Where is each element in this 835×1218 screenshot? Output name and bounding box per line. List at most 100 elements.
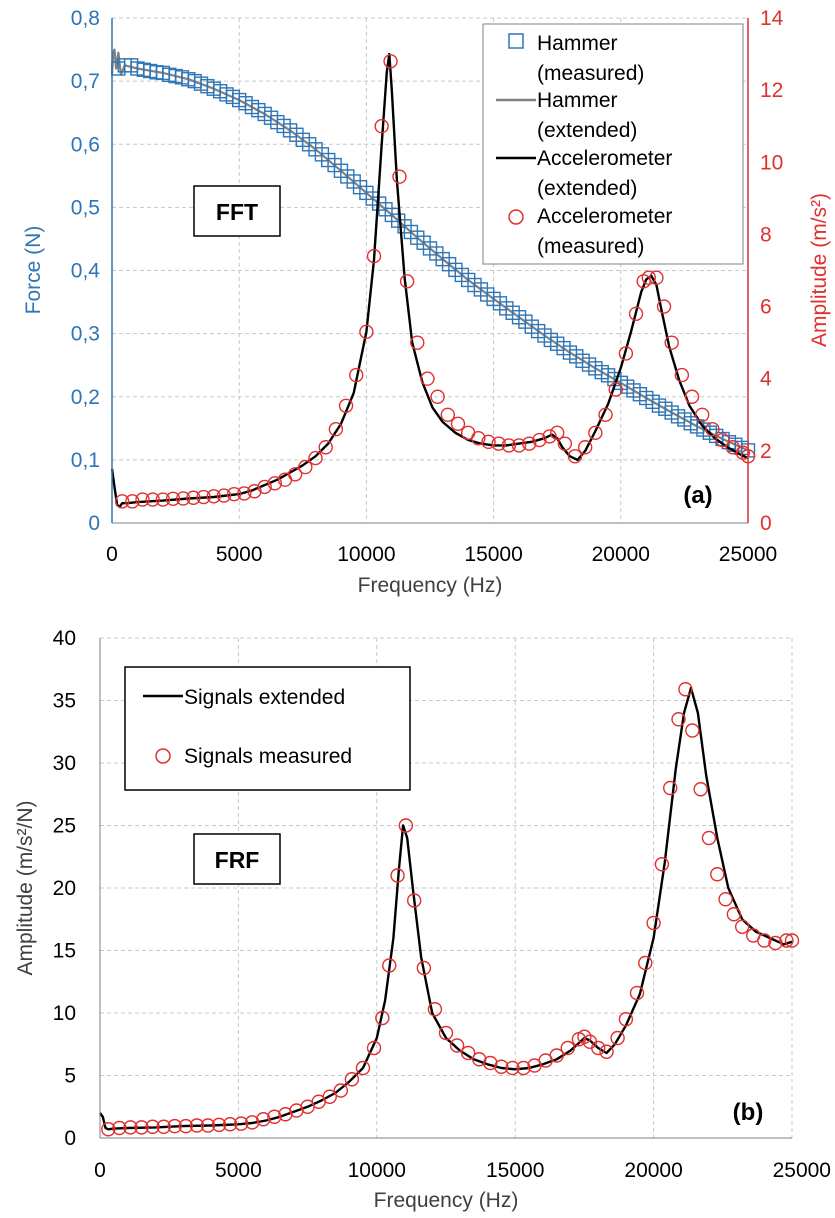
- y-tick-label: 30: [53, 752, 76, 775]
- point-accelerometer-measured: [125, 494, 140, 509]
- legend-accelerometer-measured-line2: (measured): [537, 235, 644, 258]
- point-accelerometer-measured: [491, 436, 506, 451]
- point-signals-measured: [779, 933, 794, 948]
- point-signals-measured: [646, 915, 661, 931]
- point-signals-measured: [366, 1040, 382, 1056]
- point-accelerometer-measured: [715, 432, 730, 448]
- y-tick-label: 5: [64, 1065, 76, 1088]
- x-axis-title: Frequency (Hz): [374, 1189, 519, 1212]
- tick-labels: 0 5000 10000 15000 20000 25000 0 0,1 0,2 0,3 0,4 0,…: [71, 7, 784, 566]
- point-signals-measured: [438, 1025, 454, 1041]
- point-signals-measured: [693, 782, 708, 797]
- point-signals-measured: [200, 1118, 216, 1133]
- point-accelerometer-measured: [598, 407, 613, 422]
- x-tick-label: 0: [94, 1159, 106, 1182]
- point-accelerometer-measured: [501, 438, 517, 453]
- point-signals-measured: [156, 1119, 171, 1134]
- point-signals-measured: [726, 907, 742, 922]
- point-signals-measured: [398, 818, 414, 833]
- point-accelerometer-measured: [383, 54, 398, 69]
- point-signals-measured: [629, 985, 645, 1001]
- point-signals-measured: [134, 1120, 149, 1135]
- frf-annotation-box: [193, 833, 281, 885]
- x-tick-label: 25000: [773, 1159, 831, 1182]
- x-axis-title: Frequency (Hz): [358, 574, 503, 597]
- point-signals-measured: [267, 1109, 282, 1124]
- point-signals-measured: [516, 1060, 531, 1076]
- y-left-tick-label: 0,2: [71, 386, 100, 409]
- point-signals-measured: [610, 1030, 625, 1046]
- y-left-tick-label: 0: [88, 512, 100, 535]
- point-accelerometer-measured: [359, 324, 374, 340]
- point-signals-measured: [460, 1045, 476, 1061]
- legend: Hammer (measured) Hammer (extended) Acce…: [482, 23, 744, 265]
- point-accelerometer-measured: [522, 436, 537, 451]
- y-left-tick-label: 0,5: [71, 196, 100, 219]
- point-accelerometer-measured: [399, 274, 415, 289]
- y-tick-label: 0: [64, 1127, 76, 1150]
- x-tick-label: 10000: [348, 1159, 406, 1182]
- point-signals-measured: [123, 1120, 138, 1135]
- y-right-tick-label: 0: [760, 512, 772, 535]
- y-axis-title: Amplitude (m/s²/N): [14, 800, 37, 975]
- point-signals-measured: [375, 1010, 390, 1026]
- point-signals-measured: [710, 867, 725, 882]
- y-right-tick-label: 8: [760, 223, 772, 246]
- point-accelerometer-measured: [532, 432, 547, 448]
- panel-label-b: (b): [733, 1099, 764, 1126]
- point-accelerometer-measured: [338, 398, 354, 413]
- point-signals-measured: [654, 857, 670, 872]
- y-tick-label: 25: [53, 815, 76, 838]
- point-signals-measured: [678, 682, 693, 697]
- point-signals-measured: [701, 830, 717, 846]
- y-tick-label: 10: [53, 1002, 76, 1025]
- point-accelerometer-measured: [542, 429, 557, 444]
- point-accelerometer-measured: [608, 382, 623, 397]
- point-signals-measured: [233, 1116, 249, 1131]
- point-accelerometer-measured: [135, 492, 150, 507]
- point-accelerometer-measured: [674, 367, 690, 383]
- point-signals-measured: [663, 780, 678, 796]
- point-accelerometer-measured: [287, 467, 303, 482]
- point-accelerometer-measured: [618, 346, 634, 361]
- point-accelerometer-measured: [656, 299, 672, 314]
- y-left-tick-label: 0,4: [71, 260, 101, 283]
- series-layer: [110, 48, 756, 509]
- x-tick-label: 25000: [719, 543, 777, 566]
- panel-a-fft-chart: 0 5000 10000 15000 20000 25000 0 0,1 0,2 0,3 0,4 0,…: [22, 7, 831, 597]
- series-layer: [99, 682, 800, 1137]
- point-signals-measured: [599, 1044, 614, 1059]
- x-tick-label: 5000: [215, 1159, 262, 1182]
- series-line-signals-extended: [99, 686, 793, 1131]
- y-tick-label: 35: [53, 690, 76, 713]
- point-signals-measured: [145, 1119, 160, 1134]
- y-left-tick-label: 0,6: [71, 133, 100, 156]
- x-tick-label: 15000: [486, 1159, 544, 1182]
- point-signals-measured: [355, 1060, 371, 1076]
- point-signals-measured: [222, 1117, 238, 1132]
- point-signals-measured: [322, 1089, 337, 1104]
- point-accelerometer-measured: [392, 169, 407, 184]
- point-signals-measured: [416, 960, 432, 976]
- point-signals-measured: [333, 1083, 349, 1098]
- point-accelerometer-measured: [318, 440, 333, 455]
- point-accelerometer-measured: [705, 422, 720, 437]
- x-tick-label: 20000: [592, 543, 650, 566]
- y-tick-label: 20: [53, 877, 76, 900]
- y-tick-label: 40: [53, 627, 76, 650]
- point-signals-measured: [382, 958, 397, 973]
- x-tick-label: 20000: [624, 1159, 682, 1182]
- point-accelerometer-measured: [641, 270, 656, 285]
- y-right-tick-label: 10: [760, 151, 783, 174]
- point-signals-measured: [784, 933, 800, 948]
- x-tick-label: 5000: [216, 543, 263, 566]
- point-signals-measured: [734, 919, 750, 934]
- point-accelerometer-measured: [430, 389, 445, 404]
- point-signals-measured: [449, 1038, 465, 1053]
- point-accelerometer-measured: [471, 431, 486, 446]
- point-signals-measured: [256, 1112, 271, 1127]
- point-signals-measured: [189, 1118, 205, 1133]
- legend-marker-signals-measured: [155, 748, 171, 764]
- y-right-tick-label: 4: [760, 368, 772, 391]
- legend-accelerometer-measured-line1: Accelerometer: [537, 205, 672, 228]
